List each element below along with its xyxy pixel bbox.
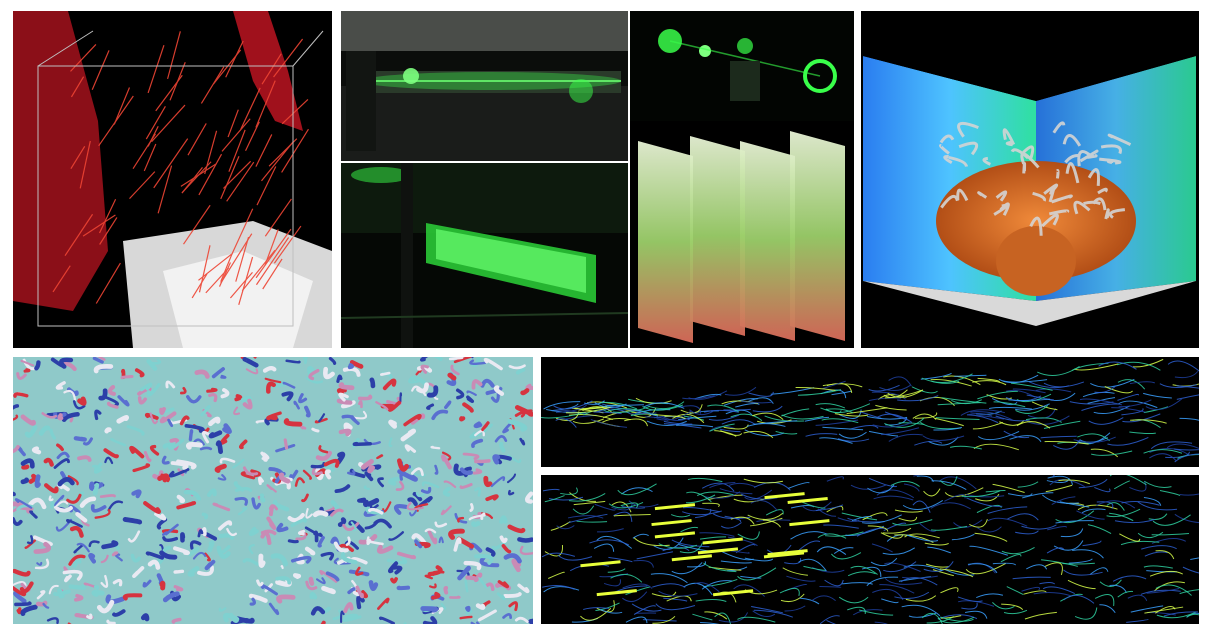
plume-simulation-image [861,11,1199,348]
light-sheet-image [341,163,628,348]
velocity-planes-image [630,121,854,348]
vortex-tubes-image [13,357,533,624]
vector-field-image [13,11,332,348]
light-sheet-panel [341,163,628,348]
laser-lab-image [341,11,628,161]
optics-panel [630,11,854,121]
optics-image [630,11,854,121]
vortex-tubes-panel [13,357,533,624]
laser-lab-panel [341,11,628,161]
jet-vortex-panel [541,357,1199,467]
vector-field-panel [13,11,332,348]
wake-vortex-image [541,475,1199,624]
plume-simulation-panel [861,11,1199,348]
jet-vortex-image [541,357,1199,467]
velocity-planes-panel [630,121,854,348]
wake-vortex-panel [541,475,1199,624]
